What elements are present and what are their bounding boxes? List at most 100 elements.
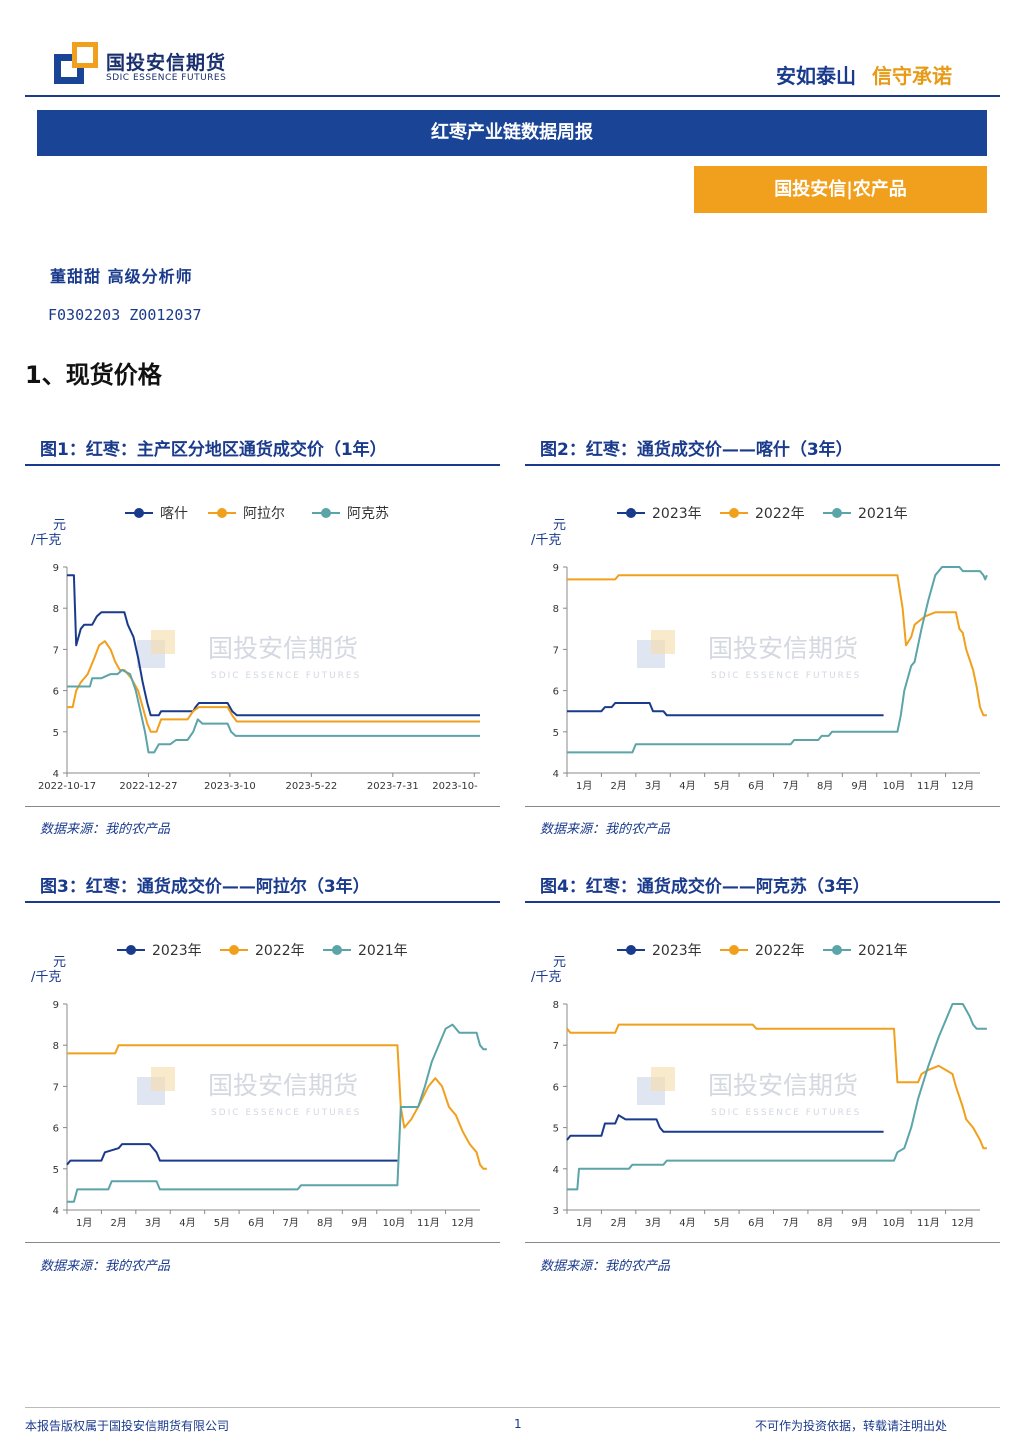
y-tick-label: 5 <box>53 1165 59 1176</box>
x-tick-label: 7月 <box>783 1217 799 1229</box>
figure-4-chart: 国投安信期货 SDIC ESSENCE FUTURES 2023年 2022年 2021… <box>531 943 987 1229</box>
x-tick-label: 5月 <box>714 780 730 792</box>
x-tick-label: 10月 <box>883 780 906 792</box>
figure-2-rule <box>525 464 1000 466</box>
y-tick-label: 8 <box>553 1000 559 1011</box>
x-tick-label: 3月 <box>145 1217 161 1229</box>
slogan-part-b: 信守承诺 <box>872 64 952 88</box>
figure-2-title: 图2：红枣：通货成交价——喀什（3年） <box>540 440 853 460</box>
y-tick-label: 4 <box>53 769 59 780</box>
category-tag: 国投安信|农产品 <box>694 166 987 213</box>
author-license-numbers: F0302203 Z0012037 <box>48 306 202 324</box>
y-axis-label: 元 <box>53 518 66 533</box>
y-tick-label: 3 <box>553 1206 559 1217</box>
figure-1-source: 数据来源：我的农产品 <box>40 822 171 837</box>
legend-marker <box>321 508 331 518</box>
footer-copyright: 本报告版权属于国投安信期货有限公司 <box>25 1419 230 1433</box>
y-tick-label: 7 <box>553 645 559 656</box>
logo-company-name-en: SDIC ESSENCE FUTURES <box>106 73 227 83</box>
page-number: 1 <box>514 1417 522 1431</box>
watermark-text-en: SDIC ESSENCE FUTURES <box>711 671 861 681</box>
x-tick-label: 6月 <box>748 1217 764 1229</box>
logo-company-name: 国投安信期货 <box>106 52 227 74</box>
y-tick-label: 9 <box>53 1000 59 1011</box>
x-tick-label: 10月 <box>383 1217 406 1229</box>
legend-label: 2021年 <box>858 943 908 959</box>
y-tick-label: 7 <box>53 645 59 656</box>
legend-label: 2022年 <box>755 943 805 959</box>
figure-2-bottom-rule <box>525 806 1000 807</box>
legend-label: 2023年 <box>652 943 702 959</box>
figure-2-chart: 国投安信期货 SDIC ESSENCE FUTURES 2023年 2022年 2021… <box>531 506 988 792</box>
x-tick-label: 7月 <box>283 1217 299 1229</box>
x-tick-label: 1月 <box>76 1217 92 1229</box>
series-line-2021年 <box>567 1003 987 1191</box>
y-tick-label: 6 <box>553 687 559 698</box>
legend-marker <box>729 945 739 955</box>
y-tick-label: 9 <box>553 563 559 574</box>
watermark-text: 国投安信期货 <box>708 1071 858 1100</box>
x-tick-label: 5月 <box>214 1217 230 1229</box>
watermark-text-en: SDIC ESSENCE FUTURES <box>211 671 361 681</box>
y-tick-label: 9 <box>53 563 59 574</box>
y-axis-label: 元 <box>553 518 566 533</box>
y-tick-label: 7 <box>553 1041 559 1052</box>
slogan-part-a: 安如泰山 <box>776 64 856 88</box>
x-tick-label: 7月 <box>783 780 799 792</box>
x-tick-label: 11月 <box>917 1217 940 1229</box>
series-line-2023年 <box>66 1143 398 1166</box>
y-tick-label: 5 <box>553 1124 559 1135</box>
y-tick-label: 6 <box>53 687 59 698</box>
x-tick-label: 1月 <box>576 1217 592 1229</box>
y-tick-label: 4 <box>553 769 559 780</box>
x-tick-label: 12月 <box>951 780 974 792</box>
series-line-2022年 <box>567 574 987 717</box>
legend-label: 阿拉尔 <box>243 506 285 522</box>
legend-label: 2022年 <box>255 943 305 959</box>
figure-3-bottom-rule <box>25 1242 500 1243</box>
watermark-text-en: SDIC ESSENCE FUTURES <box>211 1108 361 1118</box>
legend-marker <box>217 508 227 518</box>
watermark-text-en: SDIC ESSENCE FUTURES <box>711 1108 861 1118</box>
figure-4-title: 图4：红枣：通货成交价——阿克苏（3年） <box>540 877 870 897</box>
watermark-logo-icon <box>651 1067 675 1091</box>
x-tick-label: 3月 <box>645 1217 661 1229</box>
legend-marker <box>134 508 144 518</box>
series-line-2023年 <box>567 702 884 717</box>
x-tick-label: 8月 <box>817 780 833 792</box>
x-tick-label: 5月 <box>714 1217 730 1229</box>
x-tick-label: 2023-10- <box>432 781 478 792</box>
y-axis-label: 元 <box>553 955 566 970</box>
legend-label: 2022年 <box>755 506 805 522</box>
author-name: 董甜甜 高级分析师 <box>50 267 193 286</box>
y-tick-label: 8 <box>53 604 59 615</box>
figure-3-source: 数据来源：我的农产品 <box>40 1259 171 1274</box>
legend-label: 阿克苏 <box>347 506 389 522</box>
x-tick-label: 4月 <box>679 1217 695 1229</box>
x-tick-label: 8月 <box>317 1217 333 1229</box>
legend-label: 2021年 <box>358 943 408 959</box>
x-tick-label: 12月 <box>451 1217 474 1229</box>
x-tick-label: 6月 <box>748 780 764 792</box>
y-axis-label: /千克 <box>31 970 61 985</box>
y-tick-label: 6 <box>553 1082 559 1093</box>
series-line-2023年 <box>566 1114 884 1141</box>
x-tick-label: 8月 <box>817 1217 833 1229</box>
series-line-2021年 <box>567 566 988 754</box>
legend-marker <box>832 945 842 955</box>
x-tick-label: 3月 <box>645 780 661 792</box>
series-line-阿克苏 <box>67 669 480 754</box>
y-tick-label: 4 <box>553 1165 559 1176</box>
x-tick-label: 2023-5-22 <box>285 781 337 792</box>
figure-1-title: 图1：红枣：主产区分地区通货成交价（1年） <box>40 440 387 460</box>
x-tick-label: 11月 <box>417 1217 440 1229</box>
legend-label: 2023年 <box>652 506 702 522</box>
x-tick-label: 2022-12-27 <box>119 781 177 792</box>
x-tick-label: 2023-7-31 <box>367 781 419 792</box>
x-tick-label: 2月 <box>110 1217 126 1229</box>
x-tick-label: 10月 <box>883 1217 906 1229</box>
x-tick-label: 6月 <box>248 1217 264 1229</box>
legend-marker <box>229 945 239 955</box>
series-line-2021年 <box>67 1023 487 1203</box>
company-logo-icon <box>54 42 98 84</box>
